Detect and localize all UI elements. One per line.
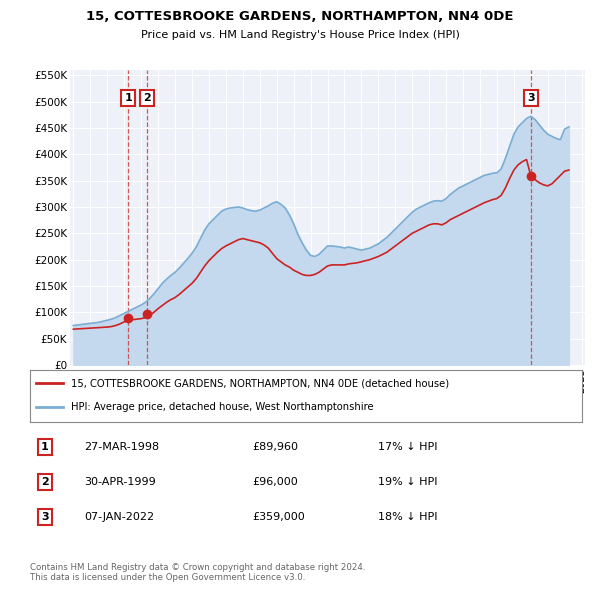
Text: 2: 2 — [143, 93, 151, 103]
Text: 27-MAR-1998: 27-MAR-1998 — [84, 442, 159, 452]
Text: Contains HM Land Registry data © Crown copyright and database right 2024.
This d: Contains HM Land Registry data © Crown c… — [30, 563, 365, 582]
Text: 17% ↓ HPI: 17% ↓ HPI — [378, 442, 437, 452]
Text: 3: 3 — [41, 512, 49, 522]
Text: 2: 2 — [41, 477, 49, 487]
Text: £359,000: £359,000 — [252, 512, 305, 522]
Text: 07-JAN-2022: 07-JAN-2022 — [84, 512, 154, 522]
Text: Price paid vs. HM Land Registry's House Price Index (HPI): Price paid vs. HM Land Registry's House … — [140, 30, 460, 40]
Text: 15, COTTESBROOKE GARDENS, NORTHAMPTON, NN4 0DE: 15, COTTESBROOKE GARDENS, NORTHAMPTON, N… — [86, 10, 514, 23]
Text: 1: 1 — [124, 93, 132, 103]
Text: 1: 1 — [41, 442, 49, 452]
Text: 3: 3 — [527, 93, 535, 103]
Text: 30-APR-1999: 30-APR-1999 — [84, 477, 156, 487]
Text: 18% ↓ HPI: 18% ↓ HPI — [378, 512, 437, 522]
Text: £89,960: £89,960 — [252, 442, 298, 452]
Text: 15, COTTESBROOKE GARDENS, NORTHAMPTON, NN4 0DE (detached house): 15, COTTESBROOKE GARDENS, NORTHAMPTON, N… — [71, 378, 449, 388]
Text: HPI: Average price, detached house, West Northamptonshire: HPI: Average price, detached house, West… — [71, 402, 374, 412]
Text: 19% ↓ HPI: 19% ↓ HPI — [378, 477, 437, 487]
Text: £96,000: £96,000 — [252, 477, 298, 487]
